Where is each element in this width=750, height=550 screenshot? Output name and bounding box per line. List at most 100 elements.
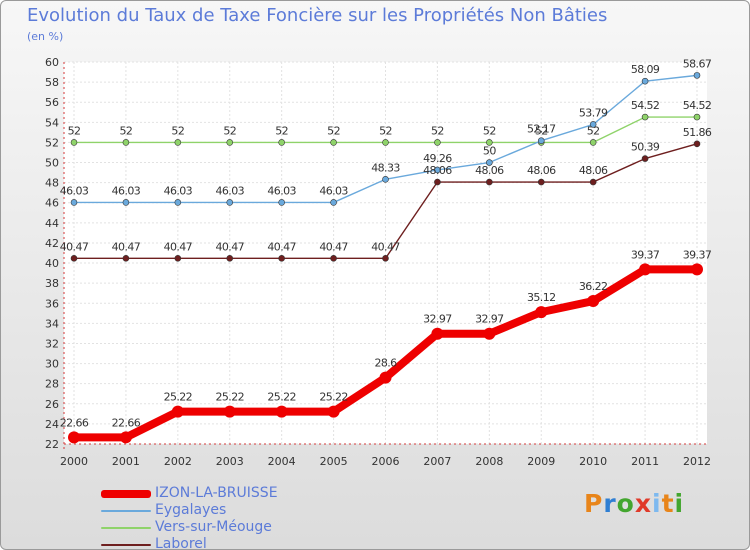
data-label: 51.86 (683, 126, 712, 139)
data-point (70, 199, 78, 206)
y-tick-label: 36 (45, 297, 59, 310)
legend-swatch (101, 527, 151, 529)
axes: 22 24 26 28 30 32 34 36 38 40 42 44 46 48 50 52 54 56 58 60… (45, 56, 711, 468)
data-point (434, 166, 441, 174)
legend-swatch (101, 490, 151, 498)
y-tick-label: 38 (45, 277, 59, 290)
data-label: 22.66 (60, 416, 89, 429)
data-point (226, 255, 234, 262)
y-tick-label: 52 (45, 136, 59, 149)
data-point (641, 155, 649, 162)
data-label: 40.47 (319, 240, 348, 253)
data-label: 32.97 (423, 313, 452, 326)
data-label: 58.09 (631, 63, 660, 76)
data-point (174, 139, 182, 146)
data-label: 25.22 (216, 391, 245, 404)
data-point (693, 140, 701, 148)
x-tick-label: 2010 (579, 455, 607, 468)
data-point (589, 121, 597, 128)
y-tick-label: 44 (45, 217, 59, 230)
data-label: 22.66 (112, 416, 141, 429)
x-tick-label: 2000 (60, 455, 88, 468)
data-point (70, 139, 78, 146)
data-label: 52 (535, 124, 548, 137)
x-tick-label: 2003 (216, 455, 244, 468)
data-label: 48.06 (475, 164, 504, 177)
data-label: 52 (379, 124, 392, 137)
data-point (223, 405, 236, 418)
data-label: 46.03 (267, 184, 296, 197)
x-tick-label: 2001 (112, 455, 140, 468)
data-label: 40.47 (60, 240, 89, 253)
data-point (382, 139, 389, 146)
data-point (691, 263, 703, 276)
x-tick-label: 2006 (372, 455, 400, 468)
data-label: 25.22 (319, 391, 348, 404)
y-tick-label: 32 (45, 337, 59, 350)
y-tick-label: 48 (45, 177, 59, 190)
y-tick-label: 60 (45, 56, 59, 69)
data-point (330, 139, 337, 146)
y-tick-label: 42 (45, 237, 59, 250)
data-point (122, 255, 130, 262)
data-point (226, 199, 234, 206)
data-point (537, 137, 545, 145)
data-point (379, 371, 392, 384)
data-point (275, 405, 288, 418)
data-point (226, 139, 234, 146)
data-point (68, 431, 80, 444)
data-point (486, 178, 493, 186)
data-label: 52 (587, 124, 600, 137)
y-tick-label: 46 (45, 197, 59, 210)
data-point (278, 139, 285, 146)
data-point (122, 139, 130, 146)
logo-letter: o (616, 489, 635, 518)
legend-swatch (101, 544, 151, 546)
legend-label: Vers-sur-Méouge (155, 519, 272, 535)
data-point (330, 199, 337, 206)
y-tick-label: 50 (45, 157, 59, 170)
data-label: 52.17 (527, 123, 556, 136)
y-tick-label: 22 (45, 438, 59, 451)
data-label: 35.12 (527, 291, 556, 304)
data-label: 39.37 (631, 248, 660, 261)
data-point (535, 306, 548, 319)
data-label: 48.06 (423, 164, 452, 177)
data-label: 48.06 (527, 164, 556, 177)
x-tick-label: 2012 (683, 455, 711, 468)
y-tick-label: 26 (45, 398, 59, 411)
legend-label: Laborel (155, 536, 207, 550)
data-label: 40.47 (267, 240, 296, 253)
x-tick-label: 2011 (631, 455, 659, 468)
data-point (589, 178, 597, 186)
data-label: 46.03 (319, 184, 348, 197)
data-label: 39.37 (683, 248, 712, 261)
data-label: 50 (483, 145, 496, 158)
data-label: 49.26 (423, 152, 452, 165)
data-label: 52 (327, 124, 340, 137)
data-point (639, 263, 652, 276)
y-tick-label: 28 (45, 378, 59, 391)
y-tick-label: 24 (45, 418, 59, 431)
data-label: 28.6 (374, 357, 397, 370)
data-label: 48.06 (579, 164, 608, 177)
y-tick-label: 58 (45, 76, 59, 89)
data-point (382, 255, 389, 262)
logo-letter: x (634, 489, 652, 518)
y-tick-label: 40 (45, 257, 59, 270)
y-tick-label: 30 (45, 358, 59, 371)
legend-label: Eygalayes (155, 502, 227, 518)
data-point (641, 113, 649, 121)
data-point (434, 178, 441, 186)
data-point (122, 199, 130, 206)
legend-swatch (101, 510, 151, 512)
data-point (70, 255, 78, 262)
data-label: 46.03 (112, 184, 141, 197)
data-label: 32.97 (475, 313, 504, 326)
x-tick-label: 2008 (475, 455, 503, 468)
data-label: 52 (120, 124, 133, 137)
data-point (382, 176, 389, 183)
data-label: 52 (171, 124, 184, 137)
